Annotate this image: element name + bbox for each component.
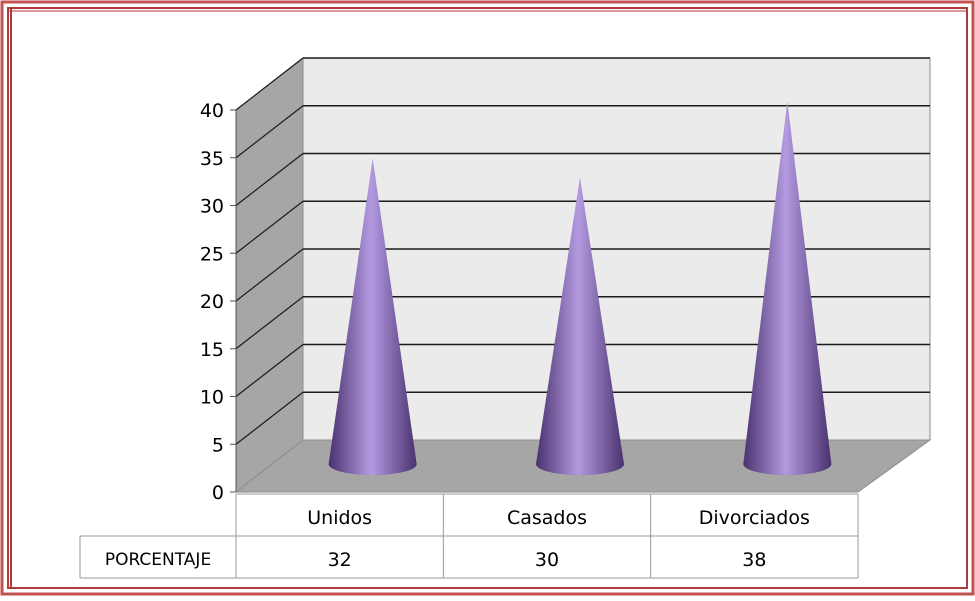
gridline-side-30: [235, 153, 304, 206]
y-tick-label: 35: [200, 148, 224, 170]
category-label: Divorciados: [699, 507, 810, 529]
y-tick-label: 25: [200, 243, 224, 265]
data-value-label: 38: [742, 549, 766, 571]
cones: [328, 101, 832, 476]
gridline-side-25: [235, 200, 304, 254]
gridline-side-15: [235, 296, 304, 350]
cone-body: [743, 101, 832, 476]
gridline-side-10: [235, 344, 304, 397]
gridlines: [235, 57, 930, 445]
data-table: Unidos Casados Divorciados PORCENTAJE 32 30 38: [79, 493, 859, 579]
gridline-side-40: [235, 57, 304, 111]
data-value-label: 32: [328, 549, 352, 571]
y-tick-label: 5: [212, 434, 224, 456]
cone-body: [328, 158, 417, 476]
series-name-label: PORCENTAJE: [105, 550, 211, 570]
y-tick-label: 30: [200, 196, 224, 218]
cone-body: [536, 177, 624, 475]
cone-unidos: [328, 158, 417, 476]
inner-border: [7, 7, 968, 589]
y-tick-label: 40: [200, 100, 224, 122]
y-tick-label: 10: [200, 387, 224, 409]
category-label: Unidos: [307, 507, 372, 529]
y-tick-label: 0: [212, 482, 224, 504]
data-value-label: 30: [535, 549, 559, 571]
gridline-side-20: [235, 248, 304, 302]
gridline-side-35: [235, 105, 304, 159]
y-axis-ticks: 0 5 10 15 20 25 30 35 40: [200, 100, 237, 504]
y-tick-label: 20: [200, 291, 224, 313]
category-label: Casados: [507, 507, 587, 529]
gridline-side-5: [235, 391, 304, 445]
cone-casados: [536, 177, 624, 475]
cone-divorciados: [743, 101, 832, 476]
y-tick-label: 15: [200, 339, 224, 361]
